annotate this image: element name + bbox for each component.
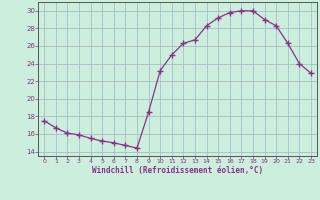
X-axis label: Windchill (Refroidissement éolien,°C): Windchill (Refroidissement éolien,°C) — [92, 166, 263, 175]
